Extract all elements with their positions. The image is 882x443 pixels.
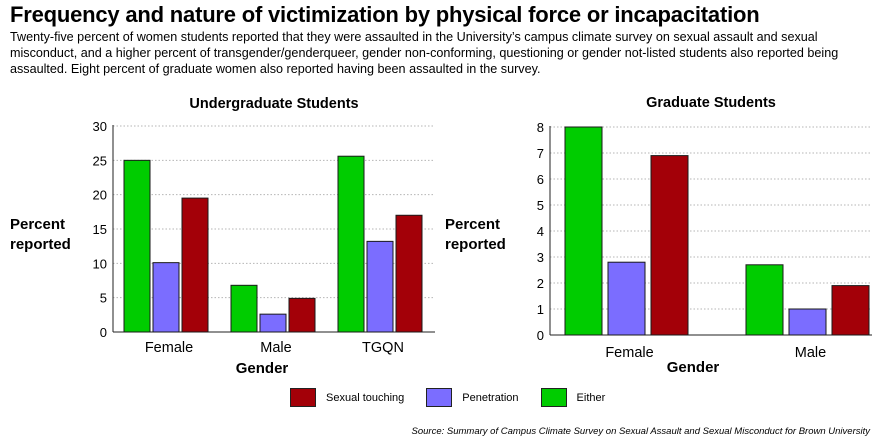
grad-y-tick-label: 8 <box>537 120 544 135</box>
grad-chart-title: Graduate Students <box>646 95 776 111</box>
grad-y-tick-label: 3 <box>537 250 544 265</box>
legend: Sexual touching Penetration Either <box>290 388 627 407</box>
ug-y-tick-label: 30 <box>93 119 107 134</box>
grad-y-tick-label: 4 <box>537 224 544 239</box>
legend-label-penetration: Penetration <box>462 391 519 404</box>
ug-y-tick-label: 15 <box>93 222 107 237</box>
legend-swatch-either <box>540 388 567 407</box>
grad-y-tick-label: 6 <box>537 172 544 187</box>
grad-y-tick-label: 1 <box>537 302 544 317</box>
ug-bar-tgqn-penetration <box>366 240 394 333</box>
legend-item-touching: Sexual touching <box>290 388 404 407</box>
ug-y-axis-label: Percent reported <box>10 216 71 253</box>
ug-x-tick-label: Male <box>260 340 291 356</box>
ug-bar-tgqn-sexual-touching <box>395 214 423 333</box>
grad-y-tick-label: 2 <box>537 276 544 291</box>
grad-bar-male-either <box>745 264 784 336</box>
ug-x-tick-label: Female <box>145 340 193 356</box>
grad-x-axis-label: Gender <box>667 359 720 376</box>
grad-x-tick-label: Male <box>795 345 826 361</box>
grad-bar-male-sexual-touching <box>831 285 870 336</box>
legend-swatch-penetration <box>426 388 453 407</box>
grad-bar-female-either <box>564 126 603 336</box>
legend-item-either: Either <box>540 388 606 407</box>
ug-y-tick-label: 25 <box>93 153 107 168</box>
ug-bar-female-either <box>123 159 151 333</box>
grad-y-tick-label: 7 <box>537 146 544 161</box>
legend-item-penetration: Penetration <box>426 388 519 407</box>
ug-y-tick-label: 10 <box>93 256 107 271</box>
grad-y-tick-label: 0 <box>537 328 544 343</box>
grad-y-axis-label: Percent reported <box>445 216 506 253</box>
chart-title: Frequency and nature of victimization by… <box>10 2 760 27</box>
ug-bar-male-either <box>230 284 258 333</box>
grad-bar-female-penetration <box>607 261 646 336</box>
ug-bar-female-penetration <box>152 262 180 333</box>
ug-chart-title: Undergraduate Students <box>189 96 358 112</box>
ug-x-tick-label: TGQN <box>362 340 404 356</box>
grad-x-tick-label: Female <box>605 345 653 361</box>
ug-y-tick-label: 20 <box>93 188 107 203</box>
legend-swatch-touching <box>290 388 316 407</box>
chart-subtitle: Twenty-five percent of women students re… <box>10 30 839 76</box>
legend-label-touching: Sexual touching <box>326 391 405 404</box>
ug-y-tick-label: 5 <box>100 291 107 306</box>
source-note: Source: Summary of Campus Climate Survey… <box>411 426 870 437</box>
ug-y-tick-label: 0 <box>100 325 107 340</box>
ug-bar-male-sexual-touching <box>288 297 316 333</box>
grad-bar-female-sexual-touching <box>650 155 689 336</box>
ug-bar-tgqn-either <box>337 155 365 333</box>
legend-label-either: Either <box>576 391 606 404</box>
ug-bar-male-penetration <box>259 313 287 333</box>
grad-y-tick-label: 5 <box>537 198 544 213</box>
grad-bar-male-penetration <box>788 308 827 336</box>
ug-bar-female-sexual-touching <box>181 197 209 333</box>
ug-x-axis-label: Gender <box>236 360 289 377</box>
